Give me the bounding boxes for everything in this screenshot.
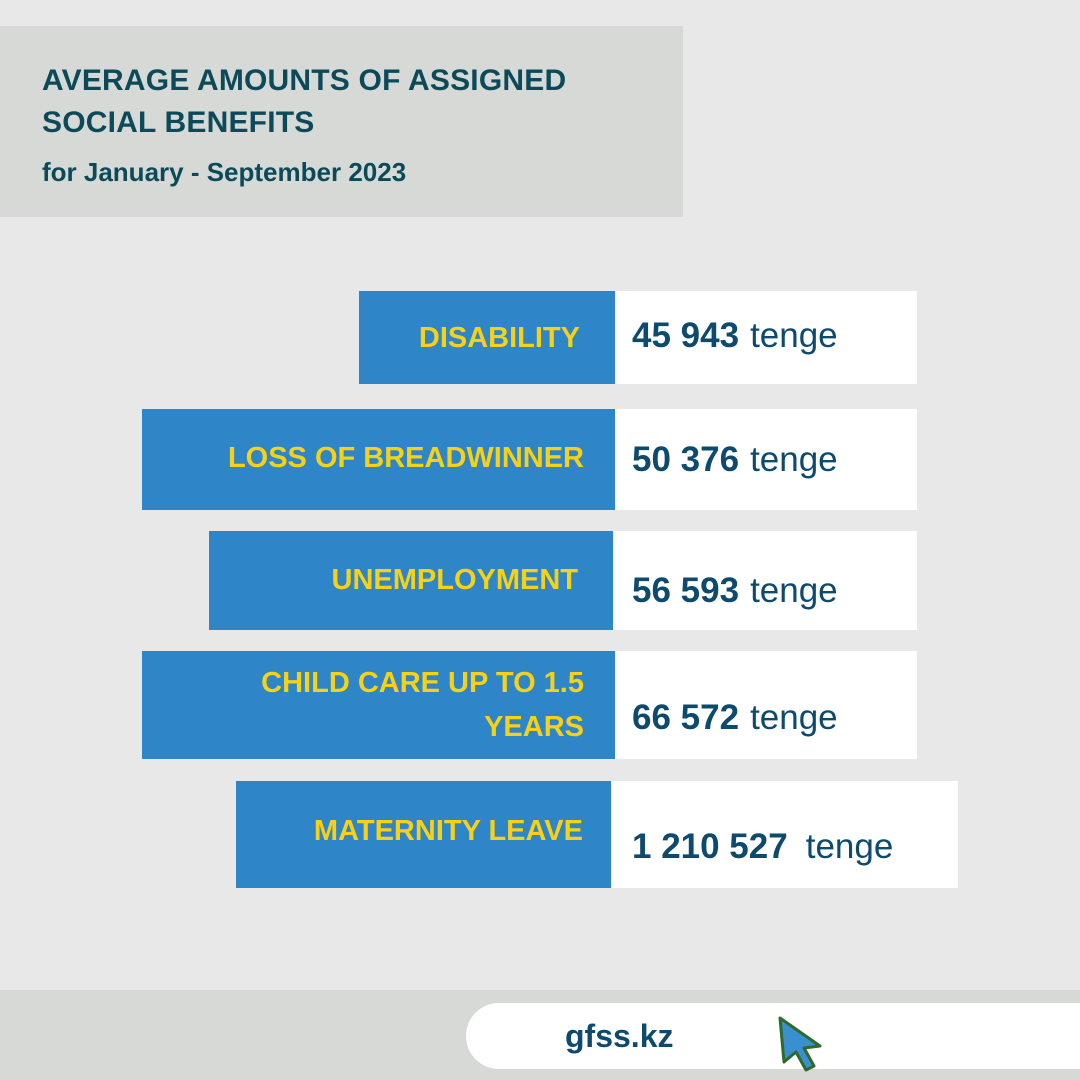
benefit-amount: 1 210 527 xyxy=(632,826,788,866)
title-box: AVERAGE AMOUNTS OF ASSIGNED SOCIAL BENEF… xyxy=(0,26,683,217)
benefit-amount: 56 593 xyxy=(632,570,740,610)
benefit-amount: 50 376 xyxy=(632,439,740,479)
benefit-amount: 45 943 xyxy=(632,315,740,355)
benefit-label-box: UNEMPLOYMENT xyxy=(209,531,613,630)
site-link-pill[interactable] xyxy=(466,1003,1080,1069)
benefit-unit: tenge xyxy=(805,826,894,866)
benefit-label-line-2: YEARS xyxy=(484,711,584,743)
benefit-label: UNEMPLOYMENT xyxy=(331,563,579,596)
benefit-label-box: LOSS OF BREADWINNER xyxy=(142,409,615,510)
benefit-label-box: CHILD CARE UP TO 1.5 YEARS xyxy=(142,651,615,759)
benefit-amount: 66 572 xyxy=(632,698,740,737)
title-line-2: SOCIAL BENEFITS xyxy=(42,106,315,139)
benefit-unit: tenge xyxy=(750,439,838,479)
benefit-label: DISABILITY xyxy=(418,321,580,354)
benefit-label-line-1: CHILD CARE UP TO 1.5 xyxy=(261,667,584,699)
benefit-unit: tenge xyxy=(750,698,838,737)
benefit-unit: tenge xyxy=(750,570,838,610)
title-line-1: AVERAGE AMOUNTS OF ASSIGNED xyxy=(42,64,567,97)
benefit-value-box: 66 572 tenge xyxy=(615,651,917,759)
benefit-value-box: 45 943 tenge xyxy=(615,291,917,384)
benefit-value-box: 50 376 tenge xyxy=(615,409,917,510)
cursor-arrow-icon xyxy=(778,1016,822,1072)
benefit-value-box: 56 593 tenge xyxy=(613,531,917,630)
benefit-label-box: MATERNITY LEAVE xyxy=(236,781,611,888)
benefit-unit: tenge xyxy=(750,315,838,355)
subtitle: for January - September 2023 xyxy=(42,157,407,187)
benefit-value-box: 1 210 527 tenge xyxy=(611,781,958,888)
site-link[interactable]: gfss.kz xyxy=(565,1018,674,1054)
benefit-label: MATERNITY LEAVE xyxy=(313,814,583,847)
benefit-label: LOSS OF BREADWINNER xyxy=(227,441,584,474)
benefit-label-box: DISABILITY xyxy=(359,291,615,384)
